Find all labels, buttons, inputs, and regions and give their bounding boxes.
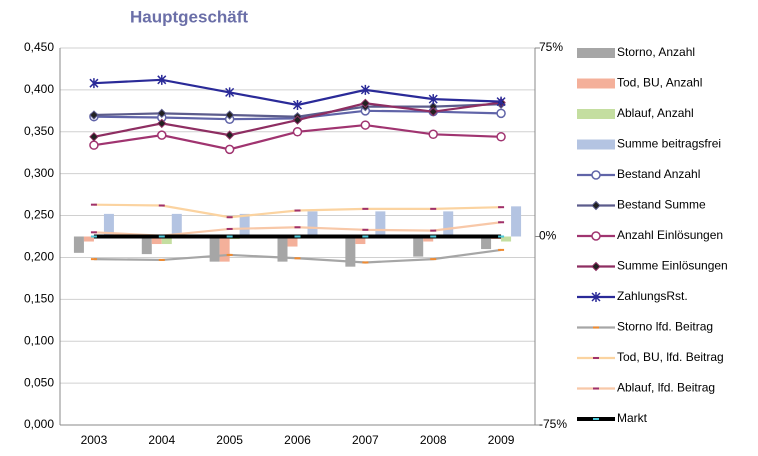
legend-marker xyxy=(591,200,601,211)
y-tick-label: 0,350 xyxy=(24,124,54,138)
bar xyxy=(307,211,318,237)
bar xyxy=(413,236,424,257)
legend-label: ZahlungsRst. xyxy=(617,289,688,303)
y-tick-label: 0,250 xyxy=(24,208,54,222)
legend-swatch xyxy=(577,78,615,89)
point-marker xyxy=(292,99,303,110)
bar xyxy=(171,213,182,237)
line xyxy=(93,248,502,264)
bar xyxy=(161,236,172,245)
bar xyxy=(511,206,522,237)
x-tick-label: 2009 xyxy=(488,433,515,447)
y-tick-label: 0,100 xyxy=(24,333,54,347)
legend-label: Bestand Summe xyxy=(617,198,706,212)
bar xyxy=(501,236,512,242)
bar xyxy=(443,211,454,237)
point-marker xyxy=(292,115,303,125)
legend-marker xyxy=(591,292,601,302)
x-tick-label: 2004 xyxy=(148,433,175,447)
point-marker xyxy=(224,110,235,120)
legend-label: Storno, Anzahl xyxy=(617,45,695,59)
legend-label: Ablauf, lfd. Beitrag xyxy=(617,381,715,395)
point-marker xyxy=(360,120,371,130)
y-tick-label: 0,050 xyxy=(24,375,54,389)
bar xyxy=(239,213,250,237)
legend-swatch xyxy=(577,139,615,150)
y-tick-label: 0,450 xyxy=(24,40,54,54)
y2-tick-label: 0% xyxy=(539,229,557,243)
point-marker xyxy=(428,106,438,117)
y2-tick-label: -75% xyxy=(539,417,567,431)
legend-label: Summe Einlösungen xyxy=(617,259,728,273)
legend-label: Anzahl Einlösungen xyxy=(617,228,723,242)
point-marker xyxy=(157,108,167,119)
x-tick-label: 2005 xyxy=(216,433,243,447)
point-marker xyxy=(360,84,370,95)
x-tick-label: 2003 xyxy=(81,433,108,447)
legend-label: Ablauf, Anzahl xyxy=(617,106,694,120)
legend-label: Tod, BU, Anzahl xyxy=(617,76,702,90)
legend-marker xyxy=(591,231,601,241)
bar xyxy=(141,236,152,255)
y2-tick-label: 75% xyxy=(539,40,563,54)
bar xyxy=(209,236,220,262)
x-tick-label: 2008 xyxy=(420,433,447,447)
point-marker xyxy=(292,127,303,137)
bar xyxy=(83,236,94,242)
point-marker xyxy=(496,132,506,142)
bar xyxy=(345,236,356,267)
point-marker xyxy=(428,129,438,140)
x-tick-label: 2006 xyxy=(284,433,311,447)
chart-title: Hauptgeschäft xyxy=(130,7,248,26)
y-tick-label: 0,000 xyxy=(24,417,54,431)
line xyxy=(93,221,502,237)
legend-label: Bestand Anzahl xyxy=(617,167,700,181)
y-tick-label: 0,400 xyxy=(24,82,54,96)
x-tick-label: 2007 xyxy=(352,433,379,447)
legend-swatch xyxy=(577,109,615,119)
point-marker xyxy=(224,144,235,155)
bar xyxy=(277,236,288,262)
point-marker xyxy=(89,78,99,89)
bar xyxy=(287,236,298,247)
point-marker xyxy=(89,132,99,142)
bar xyxy=(481,236,492,250)
y-tick-label: 0,300 xyxy=(24,166,54,180)
point-marker xyxy=(157,74,167,85)
bar xyxy=(355,236,366,245)
point-marker xyxy=(157,130,167,140)
legend-label: Summe beitragsfrei xyxy=(617,137,721,151)
y-tick-label: 0,150 xyxy=(24,292,54,306)
legend-swatch xyxy=(577,48,615,58)
bar xyxy=(219,236,230,262)
legend-label: Markt xyxy=(617,411,648,425)
bar xyxy=(103,213,114,237)
bar xyxy=(151,236,162,245)
point-marker xyxy=(89,140,99,150)
legend-label: Storno lfd. Beitrag xyxy=(617,320,713,334)
point-marker xyxy=(157,118,167,129)
point-marker xyxy=(225,87,235,98)
legend-label: Tod, BU, lfd. Beitrag xyxy=(617,350,724,364)
bar xyxy=(73,236,84,253)
point-marker xyxy=(496,96,506,107)
point-marker xyxy=(224,130,235,140)
point-marker xyxy=(496,108,506,119)
legend-marker xyxy=(591,170,601,180)
y-tick-label: 0,200 xyxy=(24,250,54,264)
legend-marker xyxy=(591,261,601,272)
bar xyxy=(423,236,434,242)
bar xyxy=(375,211,386,237)
point-marker xyxy=(89,110,99,120)
point-marker xyxy=(360,98,371,109)
point-marker xyxy=(428,94,438,105)
